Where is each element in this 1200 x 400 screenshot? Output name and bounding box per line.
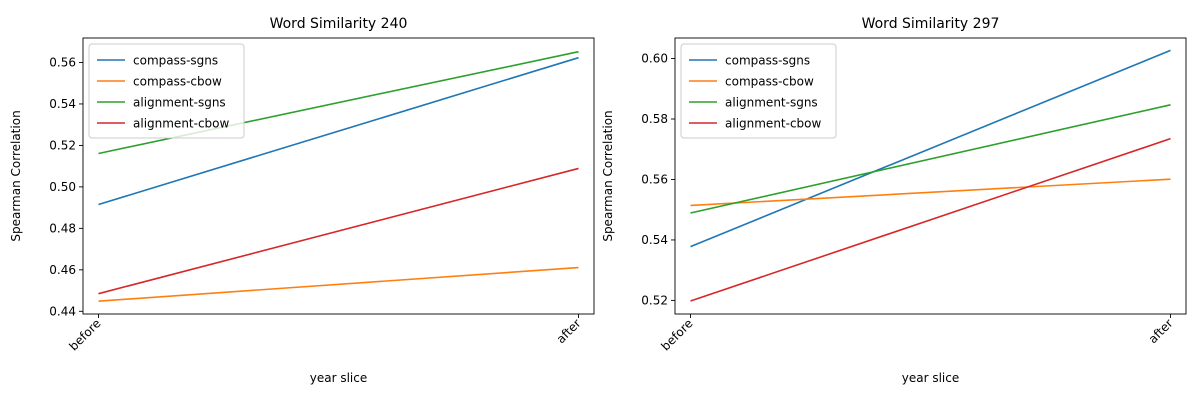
y-tick-label: 0.56 [49, 55, 76, 69]
x-tick-label: after [1146, 316, 1176, 346]
y-tick-label: 0.56 [641, 172, 668, 186]
legend: compass-sgns compass-cbow alignment-sgns al… [680, 43, 837, 139]
series-line-alignment-cbow [98, 167, 579, 295]
y-tick-label: 0.54 [641, 233, 668, 247]
series-line-compass-cbow [690, 178, 1171, 207]
y-axis-label: Spearman Correlation [9, 110, 23, 241]
y-tick-label: 0.54 [49, 97, 76, 111]
y-tick-label: 0.50 [49, 180, 76, 194]
series-line-alignment-cbow [690, 137, 1171, 302]
axes-frame [674, 37, 1187, 315]
y-tick-label: 0.52 [49, 138, 76, 152]
legend-label-alignment-sgns: alignment-sgns [133, 96, 226, 110]
legend-box [680, 43, 837, 139]
legend-label-alignment-cbow: alignment-cbow [725, 117, 822, 131]
chart-title: Word Similarity 297 [862, 16, 1000, 32]
x-tick-label: after [554, 316, 584, 346]
legend-label-compass-cbow: compass-cbow [133, 75, 222, 89]
x-tick-label: before [66, 316, 103, 353]
y-tick-label: 0.58 [641, 112, 668, 126]
y-tick-label: 0.60 [641, 52, 668, 66]
x-tick-label: before [658, 316, 695, 353]
y-tick-label: 0.48 [49, 221, 76, 235]
legend-label-compass-sgns: compass-sgns [725, 54, 810, 68]
legend-label-alignment-sgns: alignment-sgns [725, 96, 818, 110]
legend: compass-sgns compass-cbow alignment-sgns al… [88, 43, 245, 139]
series-line-compass-cbow [98, 266, 579, 302]
y-tick-label: 0.46 [49, 263, 76, 277]
chart-title: Word Similarity 240 [270, 16, 408, 32]
chart-panel-1: Word Similarity 240 0.44 0.46 0.48 0.50 0.52 0… [9, 16, 595, 385]
legend-box [88, 43, 245, 139]
y-tick-label: 0.44 [49, 304, 76, 318]
chart-panel-2: Word Similarity 297 0.52 0.54 0.56 0.58 0.60 b… [601, 16, 1187, 385]
series-line-compass-sgns [690, 49, 1171, 248]
y-axis-label: Spearman Correlation [601, 110, 615, 241]
y-tick-label: 0.52 [641, 293, 668, 307]
series-line-compass-sgns [98, 56, 579, 206]
axes-frame [82, 37, 595, 315]
series-line-alignment-sgns [690, 104, 1171, 214]
legend-label-alignment-cbow: alignment-cbow [133, 117, 230, 131]
x-axis-label: year slice [310, 371, 368, 385]
x-axis-label: year slice [902, 371, 960, 385]
legend-label-compass-cbow: compass-cbow [725, 75, 814, 89]
legend-label-compass-sgns: compass-sgns [133, 54, 218, 68]
